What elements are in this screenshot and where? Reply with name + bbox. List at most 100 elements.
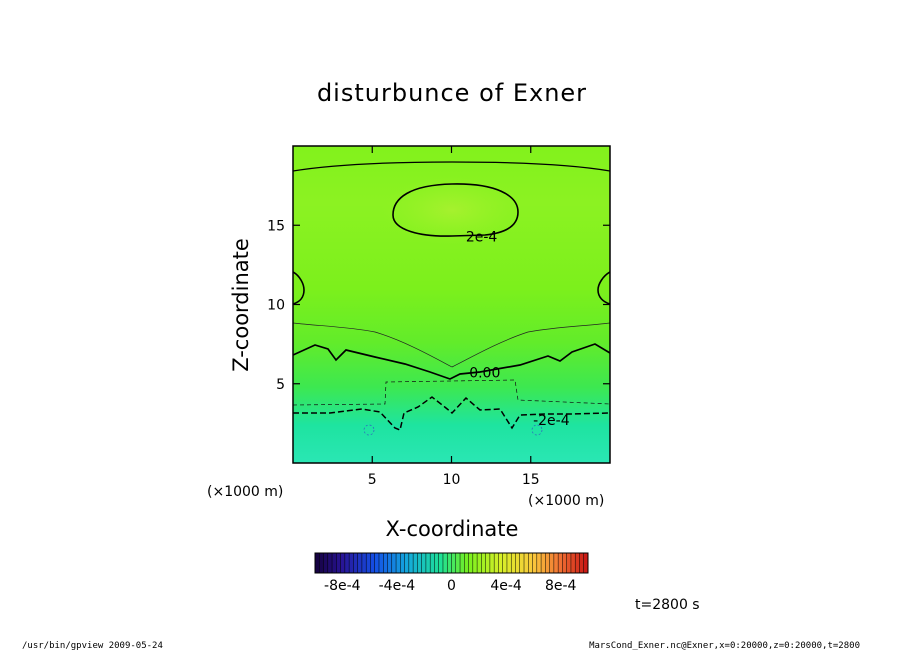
colorbar-band: [370, 553, 376, 573]
colorbar-band: [442, 553, 448, 573]
colorbar-band: [472, 553, 478, 573]
colorbar-band: [417, 553, 422, 573]
colorbar-band: [430, 553, 435, 573]
x-tick-label: 15: [522, 472, 540, 488]
colorbar-band: [506, 553, 512, 573]
y-tick-label: 5: [276, 377, 285, 393]
colorbar-band: [421, 553, 427, 573]
colorbar-band: [524, 553, 529, 573]
colorbar-band: [408, 553, 414, 573]
colorbar-band: [562, 553, 567, 573]
x-axis-label: X-coordinate: [386, 517, 519, 541]
contour-label: 0.00: [469, 366, 500, 382]
contour-minus-2e-4: [293, 396, 610, 432]
colorbar-band: [464, 553, 469, 573]
colorbar-tick-label: 0: [447, 578, 456, 594]
contour-zero: [293, 343, 610, 380]
colorbar-band: [498, 553, 503, 573]
colorbar-band: [489, 553, 495, 573]
colorbar-band: [387, 553, 393, 573]
colorbar-band: [400, 553, 405, 573]
colorbar-band: [447, 553, 452, 573]
colorbar-band: [519, 553, 525, 573]
colorbar-band: [468, 553, 474, 573]
contour-thin-upper: [293, 322, 610, 368]
x-tick-label: 5: [368, 472, 377, 488]
x-tick-label: 10: [443, 472, 461, 488]
footer-left-text: /usr/bin/gpview 2009-05-24: [22, 641, 163, 651]
contour-2e-4-closed: [392, 183, 519, 237]
colorbar-band: [481, 553, 486, 573]
colorbar-band: [383, 553, 388, 573]
colorbar-band: [528, 553, 533, 573]
colorbar-tick-label: 4e-4: [490, 578, 522, 594]
colorbar-band: [451, 553, 457, 573]
contour-right-edge: [597, 271, 610, 305]
colorbar-band: [378, 553, 384, 573]
contour-thin-dashed: [293, 379, 610, 406]
colorbar-tick-label: -8e-4: [324, 578, 361, 594]
colorbar-band: [549, 553, 555, 573]
colorbar-band: [319, 553, 324, 573]
colorbar-frame: [314, 552, 589, 574]
colorbar-band: [366, 553, 371, 573]
colorbar-band: [434, 553, 440, 573]
y-tick-label: 10: [267, 298, 285, 314]
contour-label: 2e-4: [466, 229, 498, 245]
colorbar-band: [374, 553, 380, 573]
colorbar-band: [353, 553, 358, 573]
field-high-region: [382, 176, 522, 244]
colorbar-band: [315, 553, 320, 573]
contour-small-circle-left: [363, 424, 375, 436]
colorbar-band: [515, 553, 521, 573]
time-label: t=2800 s: [635, 597, 700, 613]
colorbar-band: [541, 553, 546, 573]
colorbar-band: [438, 553, 444, 573]
colorbar-band: [361, 553, 367, 573]
colorbar-band: [553, 553, 559, 573]
colorbar-band: [425, 553, 431, 573]
y-tick-label: 15: [267, 218, 285, 234]
colorbar-band: [455, 553, 461, 573]
colorbar-band: [502, 553, 508, 573]
colorbar-band: [336, 553, 341, 573]
colorbar-band: [485, 553, 491, 573]
colorbar-band: [413, 553, 418, 573]
colorbar-band: [570, 553, 576, 573]
colorbar-band: [545, 553, 550, 573]
colorbar-tick-label: -4e-4: [379, 578, 416, 594]
chart-title: disturbunce of Exner: [317, 79, 587, 107]
colorbar-band: [349, 553, 354, 573]
colorbar-band: [357, 553, 363, 573]
colorbar-band: [477, 553, 482, 573]
colorbar: -8e-4 -4e-4 0 4e-4 8e-4: [314, 552, 589, 594]
colorbar-band: [396, 553, 401, 573]
colorbar-band: [558, 553, 563, 573]
colorbar-band: [340, 553, 346, 573]
footer-right-text: MarsCond_Exner.nc@Exner,x=0:20000,z=0:20…: [589, 641, 860, 651]
colorbar-tick-label: 8e-4: [545, 578, 577, 594]
colorbar-band: [404, 553, 410, 573]
colorbar-band: [583, 553, 589, 573]
colorbar-band: [327, 553, 333, 573]
colorbar-band: [460, 553, 465, 573]
colorbar-band: [536, 553, 542, 573]
contour-small-circle-right: [531, 424, 543, 436]
y-axis-label: Z-coordinate: [229, 238, 253, 372]
colorbar-band: [566, 553, 572, 573]
colorbar-band: [391, 553, 397, 573]
colorbar-band: [323, 553, 329, 573]
colorbar-band: [511, 553, 516, 573]
colorbar-band: [532, 553, 538, 573]
x-unit-label: (×1000 m): [528, 493, 604, 509]
colorbar-band: [579, 553, 585, 573]
contour-label: -2e-4: [533, 413, 570, 429]
contour-top-line: [293, 161, 610, 172]
colorbar-band: [494, 553, 499, 573]
contour-left-edge: [293, 271, 305, 305]
colorbar-band: [575, 553, 580, 573]
y-unit-label: (×1000 m): [207, 484, 283, 500]
colorbar-band: [332, 553, 337, 573]
colorbar-band: [344, 553, 350, 573]
